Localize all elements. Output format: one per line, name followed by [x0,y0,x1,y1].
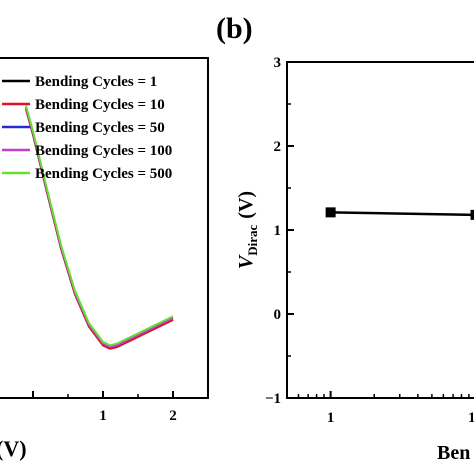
panel-b-x-axis-label: Ben [437,442,470,464]
panel-b-y-tick-label: 1 [274,223,282,239]
svg-text:VDirac(V): VDirac (V) [235,191,260,269]
panel-b: (b) −1 0 1 2 3 1 10 VDirac (V) Ben [216,12,474,464]
panel-a-legend-entry-4: Bending Cycles = 100 [35,143,172,159]
panel-b-series-line [330,211,474,217]
panel-a-legend-entry-5: Bending Cycles = 500 [35,166,172,182]
panel-a-x-tick-label: 2 [169,408,177,424]
panel-b-y-tick-label: 0 [274,307,282,323]
panel-b-y-axis-label-unit: (V) [235,191,257,219]
panel-b-y-ticks: −1 0 1 2 3 [265,55,294,407]
panel-a-x-axis-label: (V) [0,436,27,461]
panel-b-data-point [325,207,336,218]
panel-b-y-axis-label-group: VDirac (V) [235,191,260,269]
panel-a-series-group [25,105,174,350]
panel-a-legend-entry-3: Bending Cycles = 50 [35,120,165,136]
panel-b-data-point [470,209,474,220]
panel-b-x-ticks: 1 10 [297,391,474,426]
panel-b-y-axis-label-main: V [235,254,257,269]
panel-b-x-tick-label: 10 [468,410,474,426]
panel-a-legend-entry-1: Bending Cycles = 1 [35,74,157,90]
panel-a-legend: Bending Cycles = 1 Bending Cycles = 10 Ben… [2,74,172,182]
panel-b-y-axis-label-sub: Dirac [245,224,260,255]
panel-a-x-tick-label: 1 [99,408,107,424]
panel-b-series-group [325,207,474,220]
panel-b-label: (b) [216,12,253,45]
panel-b-frame [286,61,474,399]
panel-a-legend-entry-2: Bending Cycles = 10 [35,97,165,113]
panel-b-y-tick-label: 3 [274,55,282,71]
panel-b-x-tick-label: 1 [327,410,335,426]
panel-b-y-tick-label: 2 [274,139,282,155]
panel-b-y-tick-label: −1 [265,391,281,407]
panel-a-series-line-5 [25,105,174,347]
